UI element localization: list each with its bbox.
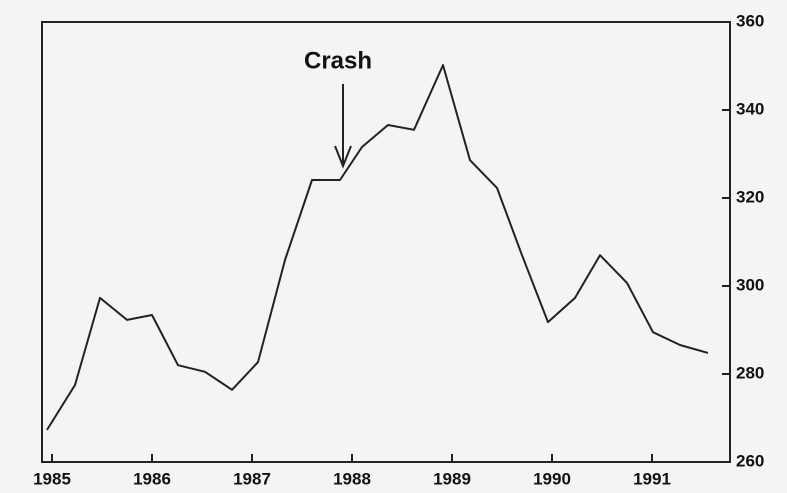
x-tick-label: 1987 [233, 469, 271, 488]
y-tick-label: 260 [736, 451, 764, 470]
x-tick-label: 1989 [433, 469, 471, 488]
plot-frame [41, 21, 731, 463]
x-tick-label: 1991 [633, 469, 671, 488]
y-tick-label: 320 [736, 187, 764, 206]
annotation-arrow [334, 84, 352, 169]
x-tick-label: 1990 [533, 469, 571, 488]
annotation: Crash [304, 47, 372, 74]
y-tick-label: 280 [736, 363, 764, 382]
y-tick-label: 300 [736, 275, 764, 294]
y-tick-label: 340 [736, 99, 764, 118]
x-tick-label: 1986 [133, 469, 171, 488]
x-tick-label: 1985 [33, 469, 71, 488]
line [46, 64, 709, 431]
x-tick-label: 1988 [333, 469, 371, 488]
y-tick-label: 360 [736, 11, 764, 30]
